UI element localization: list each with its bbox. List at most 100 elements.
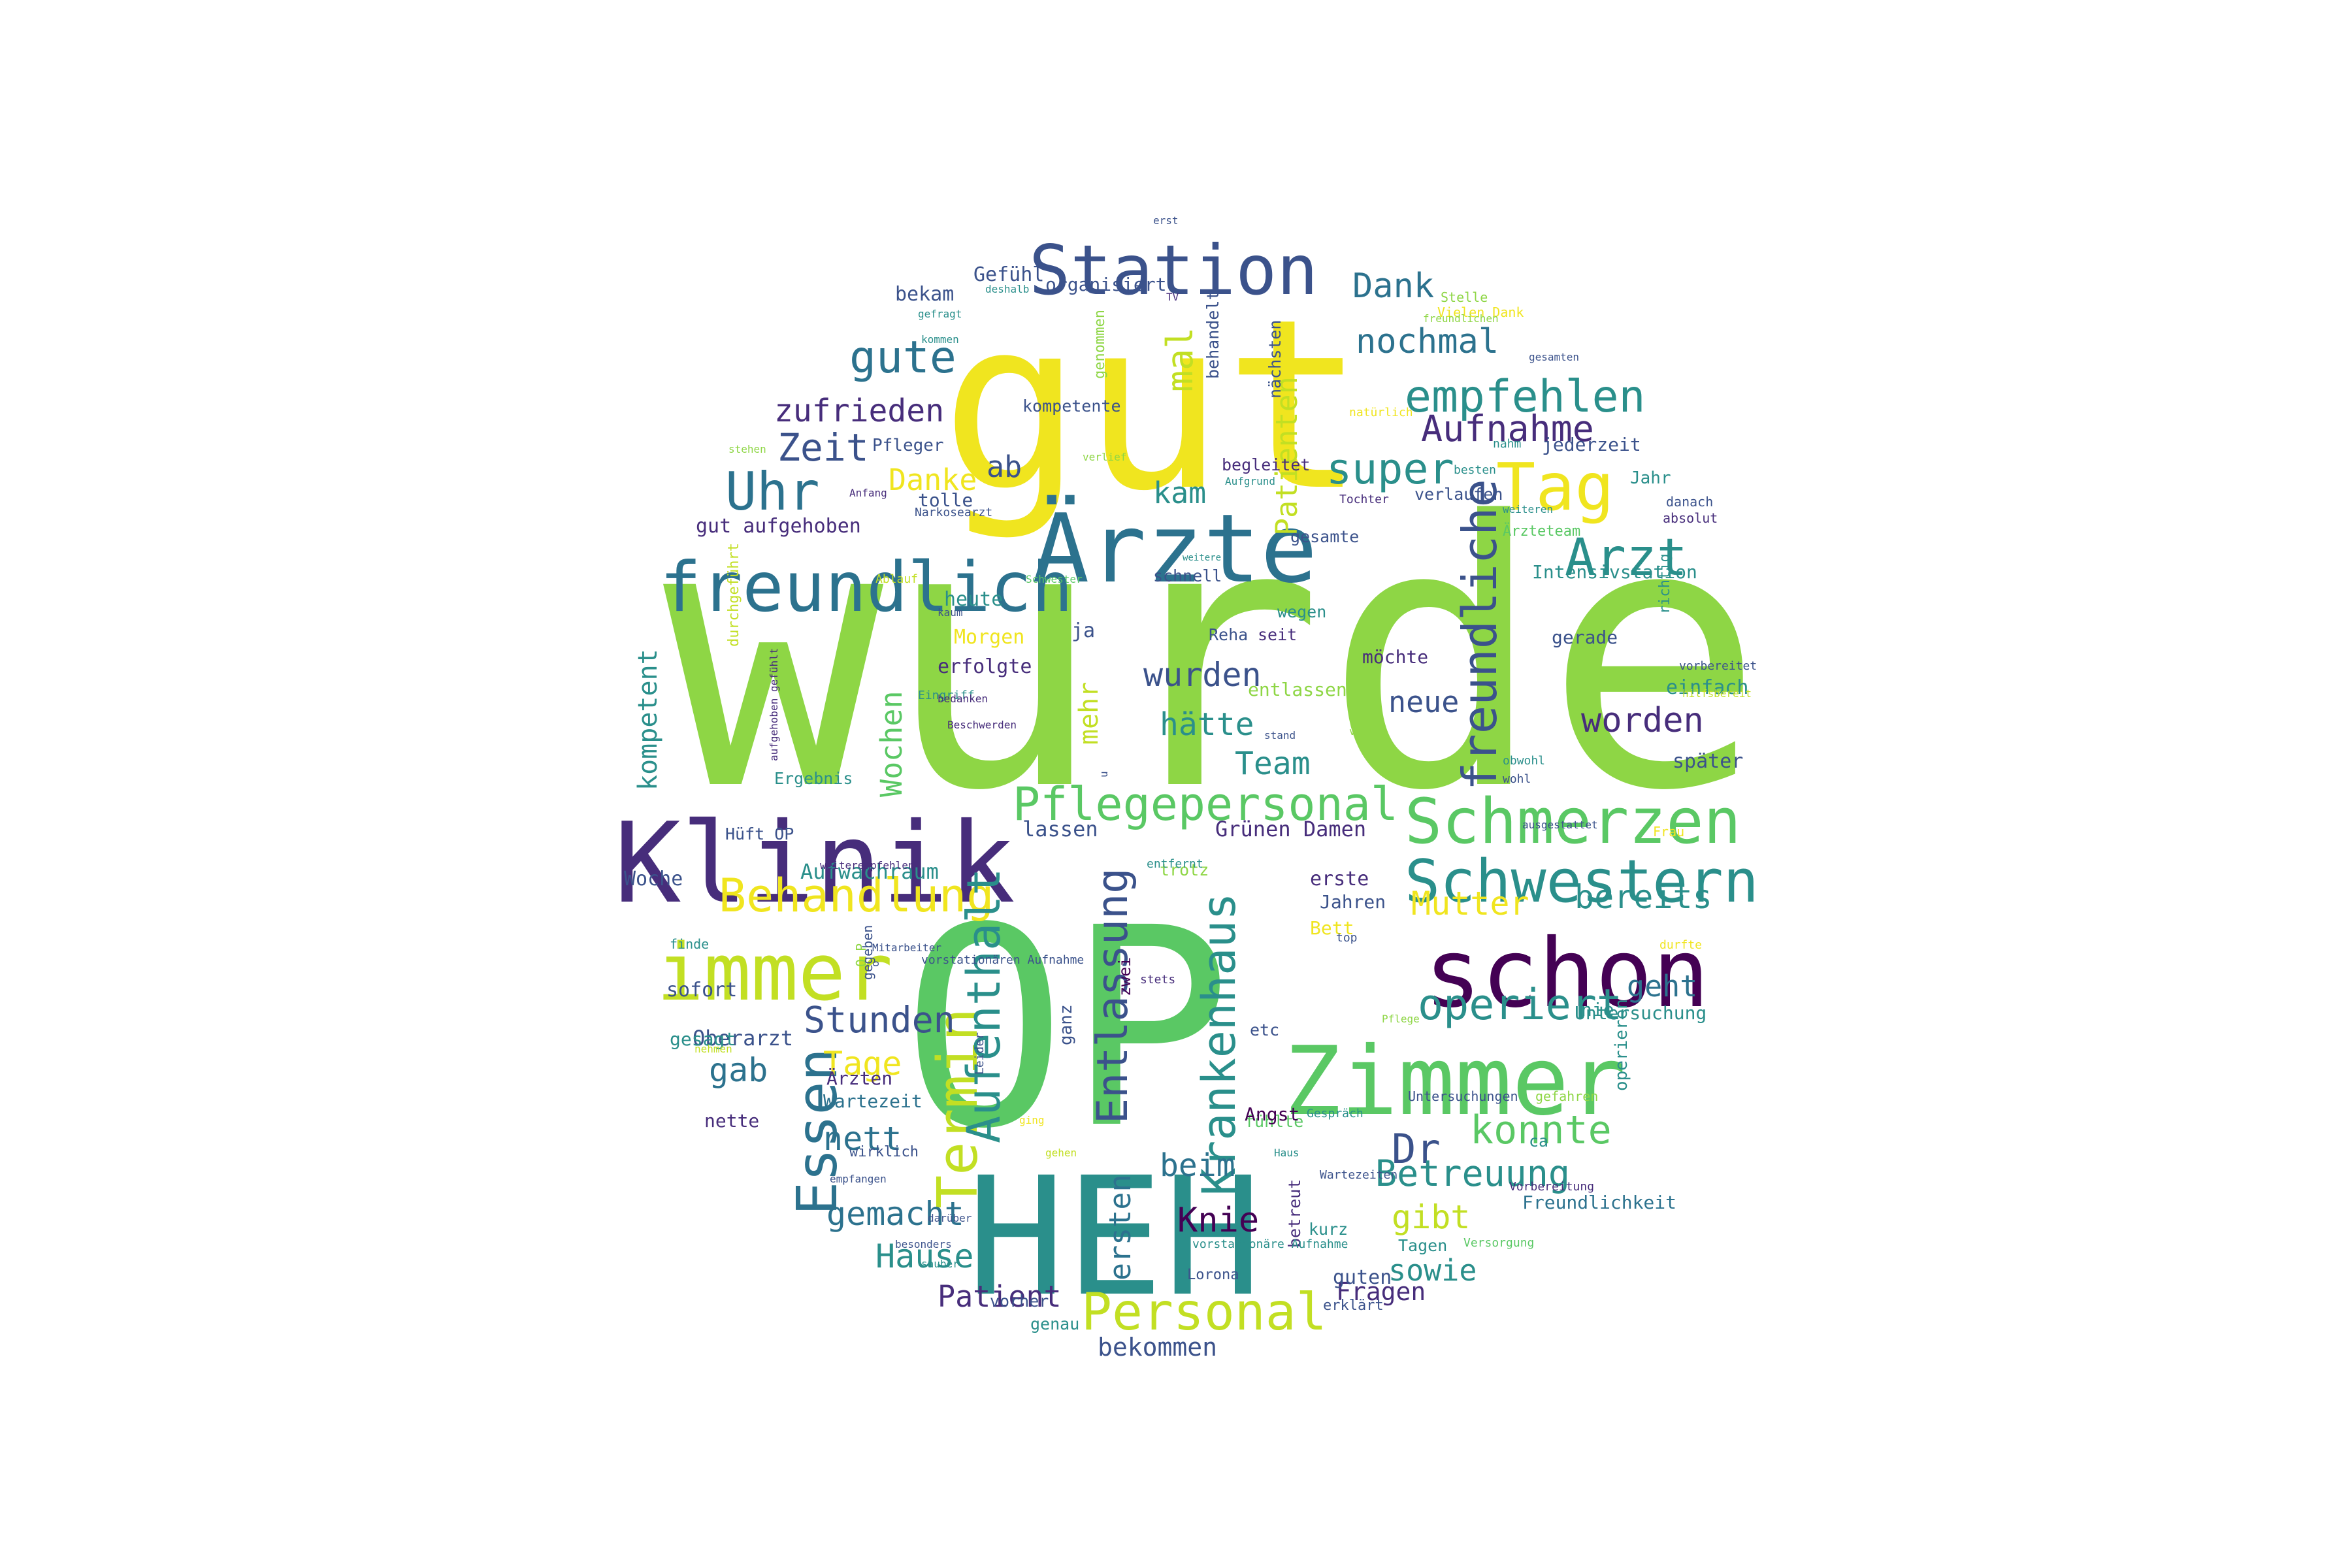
word-133: besten (1454, 463, 1496, 477)
word-43: Tage (823, 1045, 902, 1083)
word-97: einfach (1666, 676, 1748, 699)
word-92: möchte (1362, 646, 1428, 668)
word-33: Aufnahme (1421, 408, 1594, 449)
word-135: danach (1666, 494, 1713, 510)
word-83: verlaufen (1414, 485, 1503, 504)
word-15: Behandlung (719, 869, 994, 923)
word-40: mal (1159, 327, 1201, 392)
word-196: weiteren (1503, 503, 1553, 515)
word-10: Station (1029, 231, 1318, 310)
word-58: neue (1388, 685, 1459, 719)
word-100: richtig (1657, 553, 1673, 614)
word-8: immer (657, 928, 892, 1019)
word-185: u (1098, 771, 1110, 777)
word-144: kaum (938, 606, 963, 619)
word-158: weiterempfehlen (820, 859, 915, 872)
word-20: Entlassung (1088, 868, 1137, 1124)
word-94: Reha (1209, 625, 1248, 644)
word-76: bekam (895, 283, 954, 306)
word-14: Personal (1081, 1283, 1327, 1342)
word-16: Termin (926, 1008, 990, 1209)
word-150: wohl (1503, 772, 1531, 786)
word-157: Mitarbeiter (872, 941, 941, 954)
word-5: Ärzte (1032, 494, 1318, 604)
word-63: ersten (1103, 1174, 1137, 1281)
word-105: Ärzten (826, 1068, 892, 1089)
word-17: Essen (785, 1048, 850, 1215)
word-159: durfte (1659, 938, 1702, 952)
word-24: empfehlen (1405, 371, 1645, 423)
word-183: ausgestattet (1522, 819, 1598, 831)
word-91: wegen (1277, 602, 1326, 621)
word-153: trotz (1160, 860, 1209, 879)
word-154: entfernt (1147, 857, 1203, 871)
word-178: darüber (928, 1212, 972, 1224)
word-34: zufrieden (774, 393, 944, 429)
word-122: genau (1030, 1315, 1079, 1333)
word-113: operieren (1612, 999, 1631, 1091)
word-6: schon (1424, 919, 1710, 1029)
word-188: TV (1166, 291, 1179, 303)
word-86: tolle (918, 489, 973, 511)
word-106: Wartezeit (823, 1090, 923, 1112)
word-175: gehen (1045, 1147, 1077, 1159)
word-170: Vorbereitung (1509, 1180, 1594, 1194)
word-173: Lorona (1187, 1267, 1239, 1283)
word-50: Knie (1177, 1201, 1259, 1240)
word-177: empfangen (830, 1173, 887, 1185)
word-101: ja (1071, 619, 1095, 642)
word-45: Hause (875, 1237, 974, 1275)
word-138: Aufgrund (1225, 475, 1275, 487)
word-156: finde (670, 936, 709, 952)
word-52: kompetent (633, 649, 663, 791)
word-162: gegeben (860, 925, 875, 980)
word-143: weitere (1183, 553, 1221, 563)
word-182: hilfsbereit (1682, 687, 1752, 700)
word-77: organisiert (1045, 274, 1166, 295)
word-11: Schmerzen (1405, 786, 1741, 858)
word-195: gesamten (1529, 351, 1579, 363)
word-35: Zeit (777, 425, 869, 470)
word-88: Ärzteteam (1503, 523, 1580, 540)
word-80: genommen (1092, 310, 1108, 379)
word-95: seit (1258, 625, 1297, 644)
word-132: nahm (1493, 437, 1521, 451)
word-115: Angst (1245, 1103, 1299, 1125)
word-13: Schwestern (1405, 847, 1759, 916)
word-148: völlig (1349, 725, 1387, 738)
word-181: vorbereitet (1679, 659, 1757, 673)
word-30: Dr (1392, 1125, 1441, 1173)
word-26: konnte (1470, 1107, 1612, 1153)
word-189: deshalb (985, 283, 1029, 295)
word-198: stand (1264, 729, 1296, 742)
word-28: gute (849, 332, 956, 384)
word-78: behandelt (1203, 291, 1222, 379)
word-47: gab (709, 1051, 768, 1089)
word-70: lassen (1022, 817, 1098, 841)
word-71: Oberarzt (693, 1026, 793, 1051)
word-107: nette (704, 1110, 759, 1132)
word-187: stets (1140, 973, 1175, 987)
word-136: natürlich (1349, 406, 1413, 419)
word-7: Zimmer (1284, 1026, 1626, 1137)
word-66: Fragen (1336, 1277, 1426, 1306)
word-127: durchgeführt (726, 543, 742, 647)
word-27: Uhr (725, 461, 820, 522)
word-3: HEH (967, 1142, 1262, 1332)
word-68: Grünen Damen (1215, 817, 1366, 841)
word-141: Ablauf (875, 572, 918, 586)
word-73: heute (944, 588, 1003, 611)
word-51: Wochen (874, 691, 909, 797)
word-103: sofort (666, 979, 737, 1002)
word-55: sowie (1388, 1253, 1477, 1288)
word-119: kurz (1309, 1220, 1348, 1239)
word-197: nehmen (694, 1043, 732, 1055)
word-25: operiert (1418, 981, 1622, 1030)
word-117: Freundlichkeit (1522, 1192, 1676, 1213)
word-120: guten (1333, 1266, 1392, 1289)
word-174: ging (1019, 1114, 1045, 1126)
word-41: Mutter (1411, 885, 1529, 923)
word-57: hätte (1160, 706, 1254, 743)
word-98: später (1673, 750, 1743, 773)
word-104: gesagt (670, 1028, 736, 1050)
